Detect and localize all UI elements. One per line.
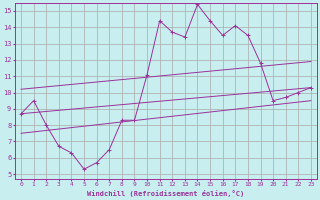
X-axis label: Windchill (Refroidissement éolien,°C): Windchill (Refroidissement éolien,°C): [87, 190, 244, 197]
